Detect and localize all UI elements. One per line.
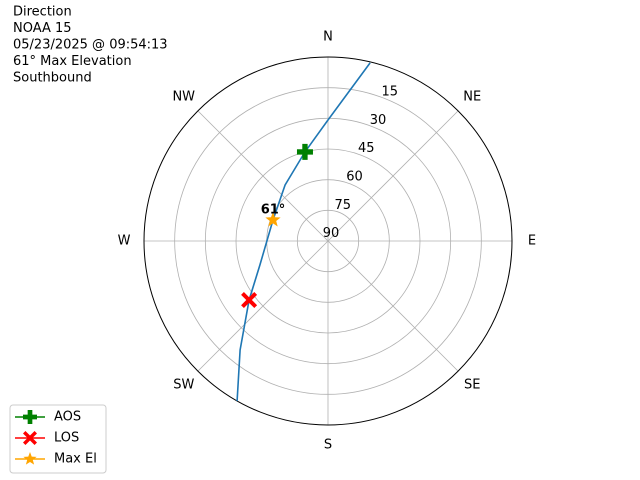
marker (296, 143, 313, 160)
legend-label: AOS (54, 410, 81, 425)
title-line: Southbound (13, 71, 92, 86)
angle-tick-label: E (528, 234, 536, 249)
legend-label: Max El (54, 452, 97, 467)
title-line: NOAA 15 (13, 21, 72, 36)
radial-tick-label: 60 (346, 169, 363, 184)
angle-tick-label: S (324, 438, 332, 453)
angle-tick-label: W (118, 234, 131, 249)
grid-spoke (327, 240, 459, 372)
annotation: 61° (261, 202, 286, 217)
radial-tick-label: 90 (323, 226, 340, 241)
radial-tick-label: 30 (370, 113, 387, 128)
radial-tick-label: 15 (381, 84, 398, 99)
title-line: 05/23/2025 @ 09:54:13 (13, 38, 168, 53)
title-line: 61° Max Elevation (13, 54, 132, 69)
legend-box (9, 404, 107, 474)
legend-marker (23, 452, 37, 465)
angle-tick-label: SW (173, 378, 194, 393)
angle-tick-label: SE (464, 378, 480, 393)
angle-tick-label: N (323, 30, 333, 45)
radial-tick-label: 45 (358, 141, 375, 156)
marker (241, 292, 258, 309)
legend-marker (23, 410, 37, 424)
grid-spoke (197, 110, 329, 242)
outer-frame (143, 56, 513, 426)
marker (265, 211, 281, 227)
title-line: Direction (13, 5, 72, 20)
grid-spoke (197, 240, 329, 372)
radial-tick-label: 75 (335, 198, 352, 213)
angle-tick-label: NE (463, 89, 481, 104)
angle-tick-label: NW (172, 89, 195, 104)
legend-marker (23, 431, 37, 445)
legend-label: LOS (54, 431, 79, 446)
track-line (236, 62, 371, 402)
grid-spoke (327, 110, 459, 242)
